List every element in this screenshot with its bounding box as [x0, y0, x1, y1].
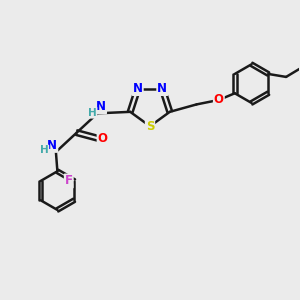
Text: F: F — [65, 175, 73, 188]
Text: N: N — [133, 82, 143, 95]
Text: N: N — [96, 100, 106, 113]
Text: H: H — [88, 108, 97, 118]
Text: N: N — [47, 139, 57, 152]
Text: O: O — [98, 132, 108, 145]
Text: N: N — [157, 82, 167, 95]
Text: H: H — [40, 146, 48, 155]
Text: O: O — [214, 94, 224, 106]
Text: S: S — [146, 120, 154, 133]
